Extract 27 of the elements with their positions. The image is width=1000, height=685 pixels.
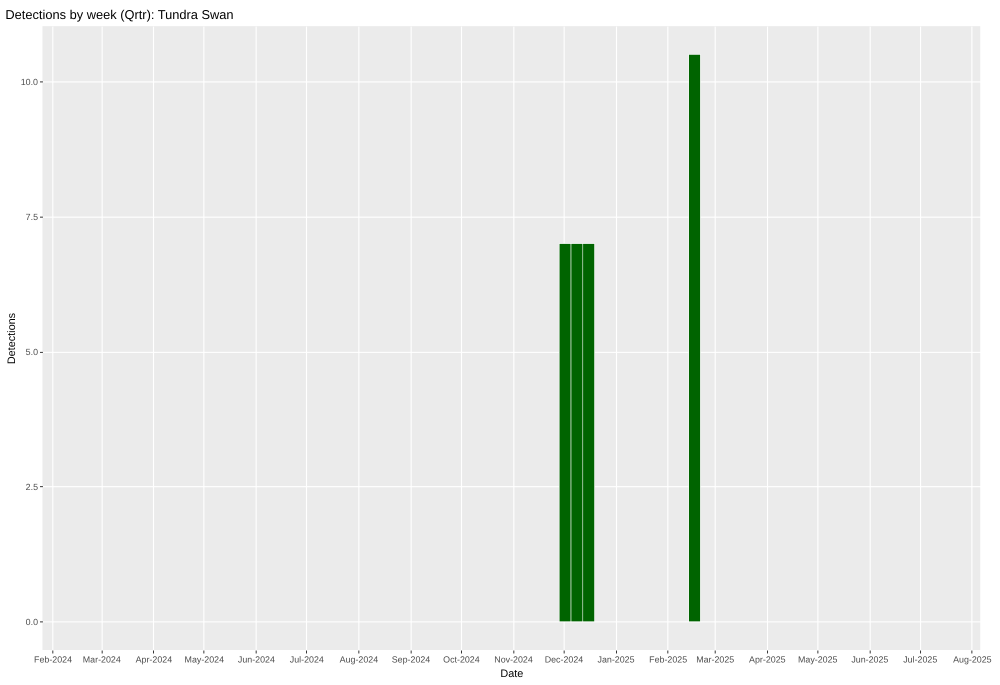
x-tick-label: May-2025 bbox=[798, 654, 838, 664]
x-tick-label: Mar-2024 bbox=[82, 654, 121, 664]
y-tick-label: 2.5 bbox=[26, 482, 38, 492]
y-tick-label: 0.0 bbox=[26, 617, 38, 628]
x-tick-label: Aug-2024 bbox=[340, 654, 378, 664]
x-tick-label: Apr-2024 bbox=[136, 654, 172, 664]
x-tick-label: Sep-2024 bbox=[392, 654, 430, 664]
x-tick-label: Jun-2024 bbox=[238, 654, 275, 664]
x-tick-label: Feb-2024 bbox=[34, 654, 72, 664]
y-tick-label: 7.5 bbox=[26, 212, 38, 222]
x-tick-label: May-2024 bbox=[184, 654, 224, 664]
x-tick-label: Jan-2025 bbox=[598, 654, 635, 664]
x-tick-label: Apr-2025 bbox=[749, 654, 786, 664]
x-tick-label: Oct-2024 bbox=[443, 654, 480, 664]
chart-title: Detections by week (Qrtr): Tundra Swan bbox=[5, 7, 234, 22]
x-tick-label: Nov-2024 bbox=[494, 654, 533, 664]
x-tick-label: Dec-2024 bbox=[544, 654, 584, 664]
x-tick-label: Jul-2025 bbox=[903, 654, 938, 664]
x-tick-label: Feb-2025 bbox=[649, 654, 688, 664]
x-tick-label: Aug-2025 bbox=[953, 654, 992, 664]
y-tick-label: 10.0 bbox=[20, 76, 38, 87]
x-tick-label: Mar-2025 bbox=[696, 654, 734, 664]
y-axis-title: Detections bbox=[6, 312, 18, 364]
x-axis-title: Date bbox=[500, 668, 524, 680]
x-tick-label: Jul-2024 bbox=[290, 654, 324, 664]
y-tick-label: 5.0 bbox=[26, 347, 38, 358]
x-tick-label: Jun-2025 bbox=[851, 654, 888, 664]
